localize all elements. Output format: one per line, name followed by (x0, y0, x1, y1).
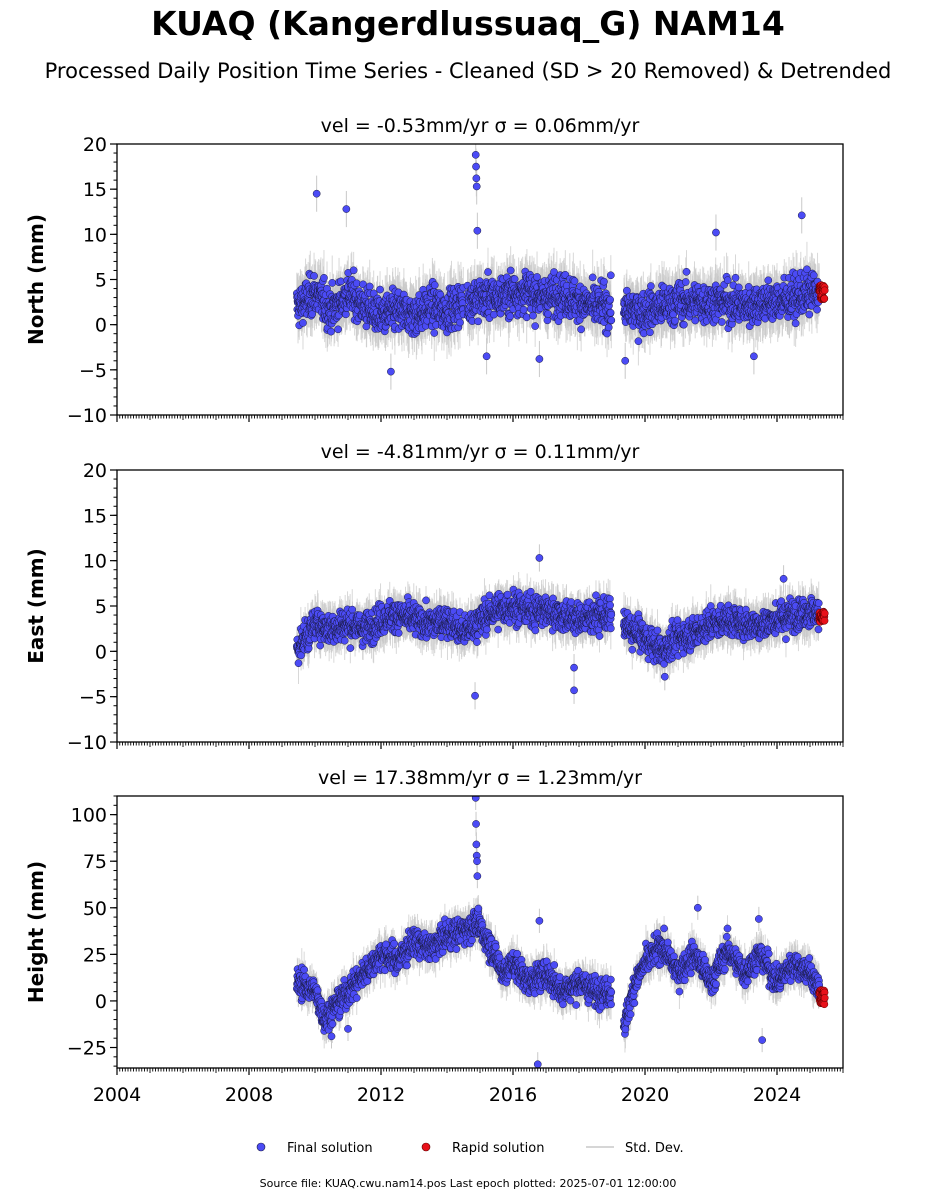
final-point (681, 278, 690, 286)
final-point (299, 319, 307, 327)
y-tick-label: −5 (79, 360, 107, 382)
final-point (734, 283, 743, 292)
final-point (813, 305, 821, 314)
final-point (803, 265, 811, 274)
final-point (529, 311, 537, 320)
final-solution-points (293, 150, 824, 376)
final-point (809, 271, 818, 280)
final-point (731, 273, 740, 282)
final-point (600, 277, 608, 286)
final-point-outlier (750, 352, 758, 361)
final-point (337, 277, 345, 286)
final-point-outlier (621, 356, 630, 365)
rapid-solution-points (815, 281, 829, 304)
final-point-outlier (473, 226, 482, 235)
final-point-outlier (387, 367, 395, 376)
final-point (310, 272, 318, 280)
final-point (723, 276, 732, 285)
y-axis-label: North (mm) (24, 214, 48, 345)
figure-title: KUAQ (Kangerdlussuaq_G) NAM14 (151, 4, 785, 43)
y-tick-label: 5 (95, 270, 107, 292)
final-point (522, 313, 531, 322)
final-point (342, 310, 350, 319)
final-point-outlier (342, 205, 351, 213)
final-point (430, 281, 439, 289)
final-point (588, 273, 597, 282)
final-point (327, 327, 335, 336)
final-point (680, 320, 688, 329)
final-point (308, 310, 317, 318)
final-point (320, 274, 328, 282)
rapid-point (820, 286, 829, 295)
final-point (456, 318, 464, 327)
final-point-outlier (482, 352, 491, 361)
final-point-outlier (797, 211, 806, 220)
final-point-outlier (471, 150, 480, 159)
final-point (607, 316, 616, 325)
final-point (577, 325, 585, 334)
y-tick-label: −10 (67, 405, 107, 427)
y-tick-label: 20 (83, 134, 107, 156)
final-point-outlier (472, 162, 480, 171)
panel-0: −10 −5 0 5 10 15 20 vel = -0.53mm/yr σ = 0.06mm… (24, 115, 844, 427)
final-point (543, 316, 552, 325)
final-point-outlier (712, 228, 720, 237)
final-point (533, 273, 541, 281)
final-point (544, 310, 552, 318)
final-point (691, 316, 700, 325)
y-tick-label: 0 (95, 315, 107, 337)
panel-title: vel = -0.53mm/yr σ = 0.06mm/yr (321, 115, 640, 137)
final-point (365, 282, 374, 291)
final-point (510, 275, 519, 283)
final-point (646, 328, 654, 337)
final-point (805, 310, 814, 319)
panels: −10 −5 0 5 10 15 20 vel = -0.53mm/yr σ = 0.06mm… (24, 115, 844, 1106)
final-point (484, 268, 492, 276)
final-point (647, 282, 655, 290)
final-point (606, 308, 615, 317)
final-point (791, 319, 800, 328)
final-point (474, 317, 482, 326)
final-point (606, 295, 614, 304)
y-tick-label: 15 (83, 179, 107, 201)
final-point (570, 277, 579, 285)
final-point (349, 266, 358, 275)
final-point-outlier (472, 182, 481, 191)
final-point (606, 271, 615, 280)
final-point (430, 329, 439, 337)
final-point (634, 337, 643, 346)
final-point (717, 318, 726, 326)
y-tick-label: 10 (83, 224, 107, 246)
final-point (506, 266, 515, 275)
final-point-outlier (472, 174, 481, 183)
final-point (352, 279, 361, 288)
final-point (531, 322, 540, 330)
final-point (490, 310, 498, 319)
final-point (334, 325, 342, 334)
std-dev-bars (296, 144, 820, 390)
final-point (376, 285, 384, 294)
figure-subtitle: Processed Daily Position Time Series - C… (45, 59, 892, 83)
final-point (519, 305, 528, 314)
final-point (671, 316, 679, 325)
final-point (764, 276, 773, 285)
final-point-outlier (535, 355, 544, 363)
final-point (506, 312, 515, 321)
final-point (604, 323, 613, 332)
final-point (682, 267, 691, 276)
final-point (328, 279, 337, 287)
final-point-outlier (312, 189, 321, 198)
rapid-point (820, 294, 829, 303)
